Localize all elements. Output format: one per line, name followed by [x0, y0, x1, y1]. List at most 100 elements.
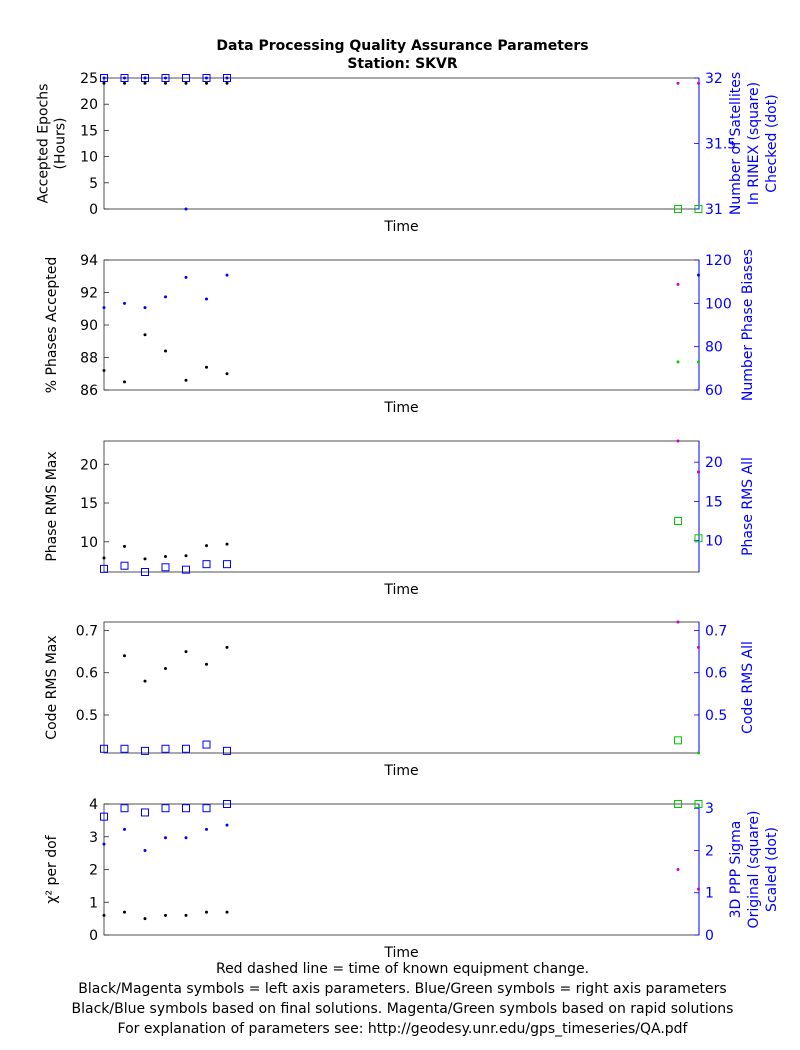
panel-2-frame [103, 259, 700, 391]
panel-3-dot-point [225, 542, 229, 546]
panel-5-dot-point [143, 917, 147, 921]
panel-5-dot-point [143, 848, 147, 852]
panel-4-dot-point [697, 751, 700, 755]
panel-3-dot-point [164, 554, 167, 558]
panel-1-square-point [161, 74, 170, 82]
panel-5-ylabel-right: 3D PPP Sigma [728, 821, 744, 919]
panel-2-dot-point [123, 301, 126, 305]
panel-2-dot-point [143, 333, 147, 337]
panel-5-dot-point [225, 910, 229, 914]
panel-5-dot-point [697, 887, 700, 891]
panel-3-dot-point [184, 554, 188, 558]
panel-2-left-tick-label: 88 [80, 351, 98, 367]
panel-3-dot-point [676, 439, 680, 443]
panel-1-ylabel-left: Accepted Epochs [36, 84, 52, 204]
panel-5-left-tick-label: 1 [89, 895, 98, 911]
panel-5-dot-point [205, 827, 208, 831]
panel-1-left-tick-label: 5 [89, 176, 98, 192]
panel-1-square-point [694, 205, 703, 213]
panel-1-dot-point [102, 81, 106, 85]
panel-2-ylabel-right: Number Phase Biases [740, 249, 756, 401]
panel-5-right-tick-label: 1 [705, 886, 714, 902]
panel-1-frame [103, 77, 700, 210]
panel-4-dot-point [143, 679, 147, 683]
panel-1-square-point [674, 205, 682, 213]
panel-2-dot-point [205, 365, 208, 369]
panel-5-frame [103, 803, 700, 936]
panel-5-right-tick-label: 0 [705, 928, 714, 944]
panel-1-dot-point [123, 76, 126, 80]
panel-5-square-point [182, 804, 190, 813]
panel-2-left-tick-label: 90 [80, 318, 98, 334]
panel-1-dot-point [143, 81, 147, 85]
panel-5-left-tick-label: 0 [89, 928, 98, 944]
panel-3-frame [103, 440, 700, 573]
panel-5-square-point [161, 804, 170, 813]
panel-3-right-tick-label: 20 [705, 455, 723, 471]
panel-5-xlabel: Time [383, 945, 418, 961]
panel-2-dot-point [164, 295, 167, 299]
panel-4-xlabel: Time [383, 763, 418, 779]
panel-2-dot-point [184, 378, 188, 382]
panel-4-right-tick-label: 0.7 [705, 623, 727, 639]
panel-1-dot-point [184, 81, 188, 85]
panel-3-dot-point [102, 556, 106, 560]
panel-4-dot-point [676, 620, 680, 624]
panel-1-left-tick-label: 20 [80, 97, 98, 113]
panel-5-dot-point [205, 910, 208, 914]
panel-3-dot-point [697, 470, 700, 474]
panel-5-ylabel-left: χ² per dof [44, 834, 60, 903]
panel-3-right-tick-label: 10 [705, 534, 723, 550]
panel-5-left-tick-label: 2 [89, 863, 98, 879]
panel-2-right-tick-label: 120 [705, 253, 732, 269]
panel-5-ylabel-right: Scaled (dot) [764, 827, 780, 912]
footer-line-3: Black/Blue symbols based on final soluti… [71, 1001, 734, 1017]
panel-3-square-point [161, 563, 170, 572]
panel-4-left-tick-label: 0.5 [76, 708, 98, 724]
panel-1-left-tick-label: 25 [80, 71, 98, 87]
panel-1-xlabel: Time [383, 219, 418, 235]
panel-3-dot-point [205, 544, 208, 548]
panel-4-dot-point [225, 645, 229, 649]
panel-5-square-point [694, 800, 703, 808]
panel-5-right-tick-label: 3 [705, 801, 714, 817]
panel-2-right-tick-label: 80 [705, 340, 723, 356]
panel-5-dot-point [225, 823, 229, 827]
panel-2-dot-point [184, 275, 188, 279]
panel-5-dot-point [164, 913, 167, 917]
panel-5-dot-point [164, 836, 167, 840]
panel-3-square-point [100, 564, 108, 573]
panel-2-right-tick-label: 60 [705, 383, 723, 399]
panel-5-square-point [120, 804, 129, 813]
panel-2-left-tick-label: 94 [80, 253, 98, 269]
panel-1-ylabel-right: Checked (dot) [764, 94, 780, 192]
panel-2-dot-point [225, 273, 229, 277]
panel-1-ylabel-left: (Hours) [53, 118, 69, 170]
chart-subtitle: Station: SKVR [347, 56, 458, 72]
panel-2-dot-point [697, 273, 700, 277]
panel-3-ylabel-right: Phase RMS All [740, 457, 756, 556]
panel-3-right-tick-label: 15 [705, 494, 723, 510]
panel-1-square-point [141, 74, 149, 82]
panel-4-square-point [674, 736, 682, 745]
panel-5-ylabel-right: Original (square) [746, 811, 762, 929]
panel-3-square-point [694, 534, 703, 543]
panel-3-left-tick-label: 20 [80, 457, 98, 473]
panel-2-left-tick-label: 92 [80, 286, 98, 302]
panel-4-frame [103, 621, 700, 754]
panel-5-left-tick-label: 3 [89, 830, 98, 846]
panel-3-dot-point [123, 544, 126, 548]
panel-5-square-point [100, 812, 108, 821]
panel-5-dot-point [184, 836, 188, 840]
panel-1-dot-point [123, 81, 126, 85]
panel-5-dot-point [102, 842, 106, 846]
footer-line-4: For explanation of parameters see: http:… [117, 1021, 688, 1037]
panel-1-dot-point [143, 76, 147, 80]
panel-5-square-point [223, 800, 231, 808]
panel-3-ylabel-left: Phase RMS Max [44, 451, 60, 561]
panel-1-dot-point [205, 76, 208, 80]
panel-1-square-point [223, 74, 231, 82]
panel-4-square-point [161, 744, 170, 753]
panel-1-left-tick-label: 15 [80, 123, 98, 139]
